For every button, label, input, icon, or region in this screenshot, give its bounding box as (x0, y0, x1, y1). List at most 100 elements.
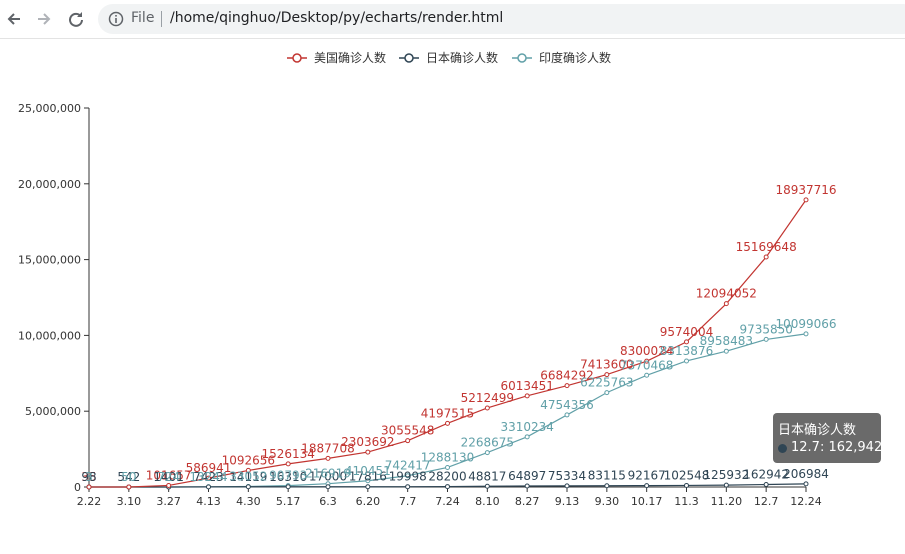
data-point[interactable] (803, 331, 809, 337)
data-point[interactable] (126, 484, 132, 490)
reload-button[interactable] (62, 5, 90, 33)
data-point[interactable] (524, 393, 530, 399)
chart-series[interactable] (86, 197, 809, 490)
chart-legend[interactable]: 美国确诊人数 日本确诊人数 印度确诊人数 (287, 50, 611, 65)
data-point[interactable] (365, 478, 371, 484)
data-point[interactable] (484, 483, 490, 489)
legend-item[interactable]: 印度确诊人数 (512, 50, 611, 65)
y-tick-label: 0 (74, 481, 81, 494)
data-label: 724 (157, 470, 180, 484)
x-tick-label: 10.17 (631, 495, 663, 508)
data-label: 35 (81, 470, 96, 484)
data-label: 216919 (305, 467, 351, 481)
data-point[interactable] (644, 372, 650, 378)
legend-item[interactable]: 美国确诊人数 (287, 50, 386, 65)
data-label: 3310234 (500, 420, 553, 434)
data-label: 2303692 (341, 435, 394, 449)
data-point[interactable] (564, 412, 570, 418)
data-point[interactable] (803, 197, 809, 203)
data-label: 206984 (783, 467, 829, 481)
chart-tooltip: 日本确诊人数 12.7: 162,942 (773, 413, 882, 463)
data-point[interactable] (723, 301, 729, 307)
forward-button[interactable] (30, 5, 58, 33)
data-point[interactable] (604, 372, 610, 378)
data-point[interactable] (206, 484, 211, 490)
data-point[interactable] (484, 450, 490, 456)
url-text[interactable]: /home/qinghuo/Desktop/py/echarts/render.… (170, 10, 504, 26)
address-bar[interactable]: File /home/qinghuo/Desktop/py/echarts/re… (98, 4, 905, 34)
data-label: 90793 (269, 469, 307, 483)
data-point[interactable] (524, 483, 530, 489)
data-point[interactable] (723, 348, 729, 354)
data-point[interactable] (564, 383, 570, 389)
back-button[interactable] (0, 5, 28, 33)
data-point[interactable] (206, 475, 211, 481)
data-point[interactable] (763, 482, 769, 488)
data-label: 102548 (664, 468, 710, 482)
data-label: 15169648 (736, 240, 797, 254)
data-point[interactable] (405, 473, 411, 479)
data-point[interactable] (684, 482, 689, 488)
x-tick-label: 7.24 (435, 495, 460, 508)
data-point[interactable] (644, 358, 650, 364)
data-point[interactable] (604, 390, 610, 396)
data-point[interactable] (684, 339, 689, 345)
data-point[interactable] (445, 484, 450, 490)
tooltip-series-name: 日本确诊人数 (778, 423, 857, 438)
data-point[interactable] (166, 482, 172, 488)
line-chart: 美国确诊人数 日本确诊人数 印度确诊人数 0 5,000,000 10,000,000 1… (18, 50, 837, 508)
data-point[interactable] (564, 483, 570, 489)
data-point[interactable] (285, 461, 291, 467)
data-point[interactable] (245, 484, 251, 490)
data-point[interactable] (484, 405, 490, 411)
data-point[interactable] (405, 438, 411, 444)
legend-label: 日本确诊人数 (426, 50, 498, 65)
x-tick-label: 2.22 (77, 495, 102, 508)
series-group[interactable] (86, 197, 809, 490)
data-label: 14119 (229, 470, 267, 484)
data-label: 2268675 (461, 436, 514, 450)
data-point[interactable] (763, 336, 769, 342)
data-label: 17816 (349, 470, 387, 484)
data-point[interactable] (285, 484, 291, 490)
info-icon[interactable] (108, 11, 124, 27)
data-label: 98 (81, 470, 96, 484)
data-point[interactable] (365, 449, 371, 455)
legend-item[interactable]: 日本确诊人数 (399, 50, 498, 65)
data-point[interactable] (763, 254, 769, 260)
y-tick-label: 10,000,000 (18, 329, 81, 342)
data-point[interactable] (365, 484, 371, 490)
data-label: 3055548 (381, 424, 434, 438)
browser-toolbar: File /home/qinghuo/Desktop/py/echarts/re… (0, 0, 905, 39)
data-label: 7423 (193, 470, 224, 484)
data-point[interactable] (524, 434, 530, 440)
data-point[interactable] (684, 358, 689, 364)
data-point[interactable] (445, 464, 450, 470)
x-tick-label: 12.7 (754, 495, 779, 508)
data-point[interactable] (325, 455, 331, 461)
data-point[interactable] (245, 467, 251, 473)
data-label: 17000 (309, 470, 347, 484)
data-point[interactable] (445, 420, 450, 426)
legend-marker-icon (517, 53, 527, 63)
data-label: 5212499 (461, 391, 514, 405)
data-label: 28200 (428, 470, 466, 484)
data-label: 8313876 (660, 344, 713, 358)
series-group[interactable] (86, 481, 809, 490)
chart-data-labels: 35 10165758694110926561526134188770823036… (81, 183, 836, 484)
data-label: 10099066 (775, 317, 836, 331)
data-label: 1288130 (421, 450, 474, 464)
data-point[interactable] (723, 482, 729, 488)
data-label: 4197515 (421, 406, 474, 420)
data-point[interactable] (604, 483, 610, 489)
chart-axes: 0 5,000,000 10,000,000 15,000,000 20,000,000… (18, 102, 822, 508)
data-point[interactable] (803, 481, 809, 487)
data-point[interactable] (86, 484, 92, 490)
data-point[interactable] (405, 484, 411, 490)
data-label: 1526134 (261, 447, 314, 461)
data-label: 1887708 (301, 441, 354, 455)
legend-marker-icon (404, 53, 414, 63)
data-point[interactable] (325, 484, 331, 490)
x-tick-label: 3.10 (117, 495, 142, 508)
data-point[interactable] (644, 483, 650, 489)
